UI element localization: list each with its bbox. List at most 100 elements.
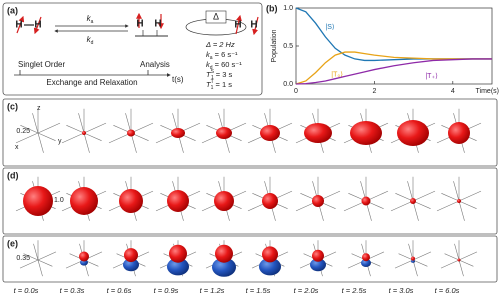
formula-sub: 1 xyxy=(211,75,214,81)
formula: TS 1 = 3 s xyxy=(206,69,233,81)
panel-label: (a) xyxy=(7,5,18,15)
sphere xyxy=(212,257,236,277)
axis-name: z xyxy=(37,105,41,112)
axis-arrow xyxy=(20,125,39,134)
formula-rest: = 6 s⁻¹ xyxy=(213,50,239,59)
axis-arrow xyxy=(412,190,436,202)
series-line xyxy=(295,58,492,85)
sphere xyxy=(124,248,138,263)
atom: H xyxy=(250,20,257,31)
sphere xyxy=(304,123,332,143)
y-tick-label: 1.0 xyxy=(283,5,293,12)
time-label: t = 2.5s xyxy=(342,286,367,295)
sphere xyxy=(215,244,233,263)
formula: kd = 60 s⁻¹ xyxy=(206,60,242,71)
axis-arrow xyxy=(412,259,418,277)
coupling-box xyxy=(205,10,227,24)
formula-sub: a xyxy=(91,19,94,25)
axis-arrow xyxy=(23,253,39,261)
panel-d-frame xyxy=(2,167,498,235)
series-label: |T₊⟩ xyxy=(425,72,438,80)
sphere xyxy=(259,257,281,276)
spin-arrow xyxy=(33,16,42,35)
atom: H xyxy=(136,19,143,30)
sphere xyxy=(411,259,415,263)
x-tick-label: 4 xyxy=(451,88,455,95)
axis-arrow xyxy=(444,253,460,261)
time-label: t = 0.6s xyxy=(107,286,132,295)
time-label: t = 0.9s xyxy=(154,286,179,295)
atom: H xyxy=(34,20,41,31)
formula: ka = 6 s⁻¹ xyxy=(206,50,238,61)
spin-arrow xyxy=(252,16,259,36)
formula: TT 1 = 1 s xyxy=(206,79,232,91)
sphere xyxy=(262,246,278,263)
axis-arrow xyxy=(108,132,132,144)
axis-arrow xyxy=(441,193,460,202)
formula-sup: S xyxy=(211,69,215,75)
sphere xyxy=(312,195,324,207)
sphere xyxy=(262,193,278,209)
sphere xyxy=(23,186,53,216)
time-label: t = 1.2s xyxy=(200,286,225,295)
axis-arrow xyxy=(37,132,56,141)
axis-arrow xyxy=(83,132,90,153)
series-line xyxy=(295,51,492,85)
coupling: Δ xyxy=(213,11,219,21)
time-label: t = 0.3s xyxy=(60,286,85,295)
axis-arrow xyxy=(395,193,414,202)
axis-arrow xyxy=(37,259,43,277)
sphere xyxy=(167,257,189,276)
formula-sub: d xyxy=(91,40,94,46)
sphere xyxy=(119,189,143,213)
spin-arrow xyxy=(235,14,242,35)
axis-arrow xyxy=(394,259,414,269)
panel-a-frame xyxy=(2,2,263,96)
time-label: t = 1.5s xyxy=(246,286,271,295)
sphere xyxy=(397,120,429,146)
sphere xyxy=(79,251,89,262)
formula-main: T xyxy=(206,80,212,89)
axis-arrow xyxy=(436,200,460,212)
formula-rest: = 3 s xyxy=(214,70,233,79)
timeline-end: Analysis xyxy=(140,60,170,69)
axis-arrow xyxy=(130,122,154,134)
formula-main: k xyxy=(206,60,211,69)
axis-arrow xyxy=(412,200,431,209)
axis-arrow xyxy=(412,251,432,261)
axis-name: y xyxy=(58,138,62,145)
axis-arrow xyxy=(37,132,44,153)
sphere xyxy=(169,244,187,263)
x-axis-label: Time(s) xyxy=(476,88,499,95)
plot-frame xyxy=(295,7,493,85)
sphere xyxy=(82,131,86,135)
atom: H xyxy=(154,19,161,30)
sphere xyxy=(361,196,371,206)
panel-label: (b) xyxy=(266,3,278,13)
scale-label: 0.35 xyxy=(16,255,30,262)
timeline-axis: t(s) xyxy=(172,75,184,84)
axis-arrow xyxy=(33,243,39,261)
sphere xyxy=(127,129,135,137)
axis-arrow xyxy=(390,200,414,212)
panel-e-frame xyxy=(2,235,498,283)
formula-main: k xyxy=(206,50,211,59)
timeline-start: Singlet Order xyxy=(18,60,65,69)
sphere xyxy=(70,187,98,215)
sphere xyxy=(457,258,461,262)
axis-arrow xyxy=(398,253,414,261)
axis-arrow xyxy=(412,259,428,267)
sphere xyxy=(167,190,189,212)
series-line xyxy=(295,7,492,62)
sphere xyxy=(411,256,415,261)
axis-arrow xyxy=(83,122,107,134)
axis-arrow xyxy=(83,132,102,141)
axis-arrow xyxy=(458,200,465,221)
axis-name: x xyxy=(15,144,19,151)
sphere xyxy=(410,198,416,204)
sphere xyxy=(350,121,382,145)
sphere xyxy=(216,127,232,139)
sphere xyxy=(448,122,470,144)
axis-arrow xyxy=(61,132,85,144)
